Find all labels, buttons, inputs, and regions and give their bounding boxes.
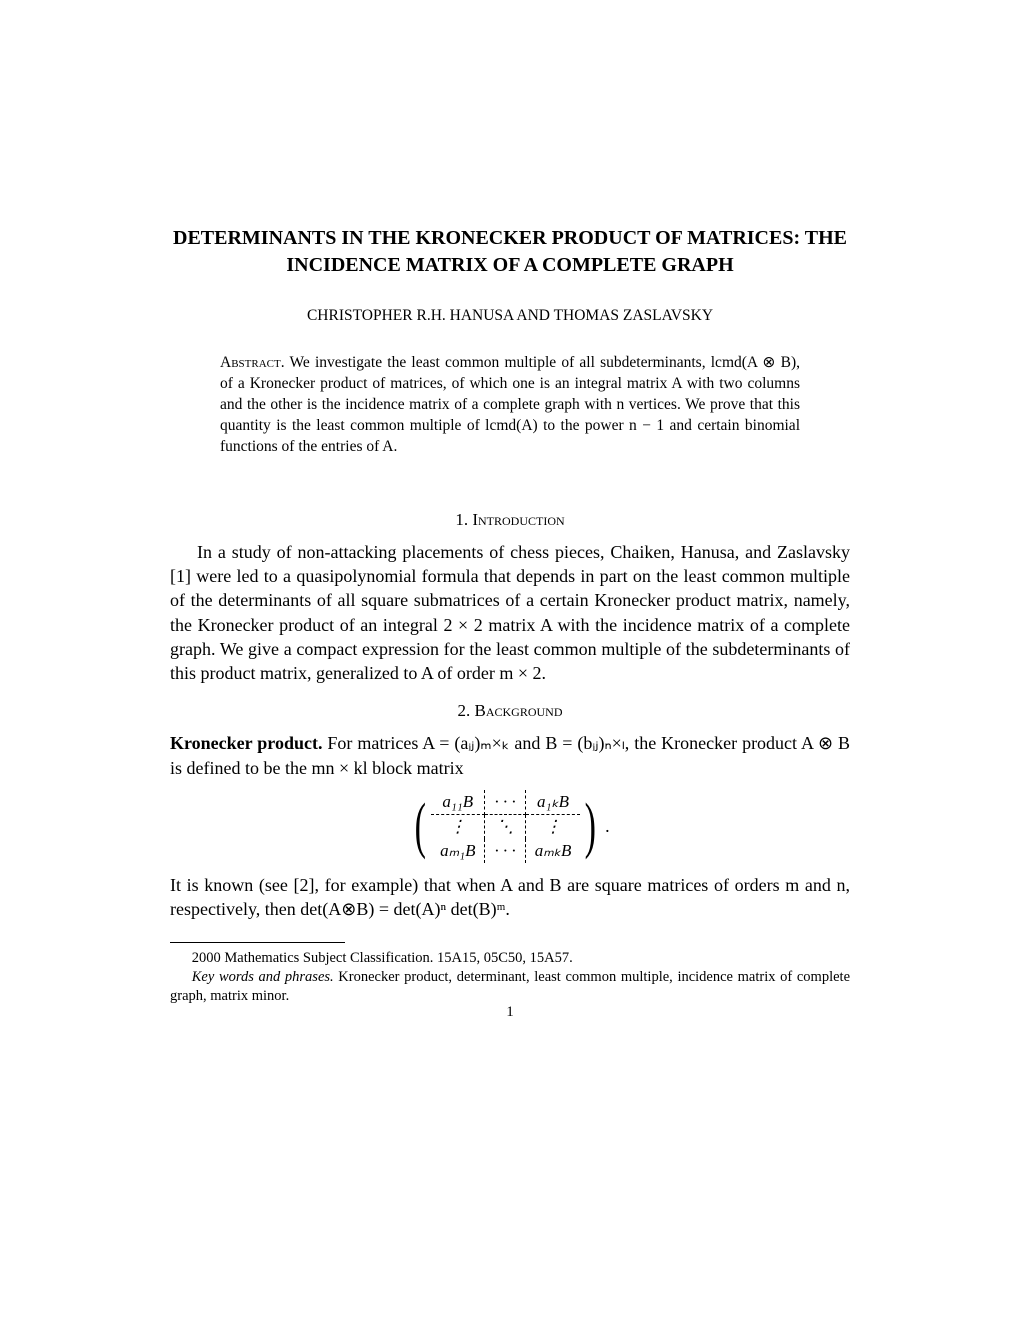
after-matrix-paragraph: It is known (see [2], for example) that … bbox=[170, 873, 850, 922]
page-container: DETERMINANTS IN THE KRONECKER PRODUCT OF… bbox=[0, 0, 1020, 1081]
matrix-cell: ⋮ bbox=[525, 814, 580, 839]
matrix-cell: a₁₁B bbox=[431, 790, 485, 815]
abstract-label: Abstract. bbox=[220, 354, 285, 371]
matrix-cell: aₘ₁B bbox=[431, 839, 485, 863]
section-2-number: 2. bbox=[457, 701, 470, 720]
section-1-number: 1. bbox=[455, 510, 468, 529]
footnote-2-label: Key words and phrases. bbox=[192, 969, 334, 985]
kronecker-paragraph: Kronecker product. For matrices A = (aᵢⱼ… bbox=[170, 731, 850, 780]
footnote-rule bbox=[170, 942, 345, 943]
page-number: 1 bbox=[170, 1004, 850, 1021]
matrix-cell: · · · bbox=[485, 839, 525, 863]
matrix-cell: ⋱ bbox=[485, 814, 525, 839]
matrix-cell: aₘₖB bbox=[525, 839, 580, 863]
matrix-cell: ⋮ bbox=[431, 814, 485, 839]
matrix-display: ( a₁₁B · · · a₁ₖB ⋮ ⋱ ⋮ aₘ₁B · · · aₘₖB bbox=[170, 790, 850, 863]
introduction-paragraph: In a study of non-attacking placements o… bbox=[170, 540, 850, 686]
paper-authors: CHRISTOPHER R.H. HANUSA AND THOMAS ZASLA… bbox=[170, 307, 850, 325]
section-1-name: Introduction bbox=[472, 510, 564, 529]
abstract-block: Abstract. We investigate the least commo… bbox=[220, 353, 800, 458]
block-matrix: a₁₁B · · · a₁ₖB ⋮ ⋱ ⋮ aₘ₁B · · · aₘₖB bbox=[431, 790, 580, 863]
footnote-classification: 2000 Mathematics Subject Classification.… bbox=[170, 949, 850, 968]
footnote-1-text: 2000 Mathematics Subject Classification.… bbox=[192, 950, 573, 966]
footnote-keywords: Key words and phrases. Kronecker product… bbox=[170, 968, 850, 1006]
section-2-name: Background bbox=[474, 701, 562, 720]
abstract-text: We investigate the least common multiple… bbox=[220, 354, 800, 455]
kronecker-label: Kronecker product. bbox=[170, 733, 322, 753]
matrix-cell: · · · bbox=[485, 790, 525, 815]
matrix-period: . bbox=[605, 816, 610, 837]
right-paren-icon: ) bbox=[585, 795, 596, 857]
matrix-cell: a₁ₖB bbox=[525, 790, 580, 815]
left-paren-icon: ( bbox=[415, 795, 426, 857]
section-2-heading: 2. Background bbox=[170, 701, 850, 721]
section-1-heading: 1. Introduction bbox=[170, 510, 850, 530]
paper-title: DETERMINANTS IN THE KRONECKER PRODUCT OF… bbox=[170, 225, 850, 279]
